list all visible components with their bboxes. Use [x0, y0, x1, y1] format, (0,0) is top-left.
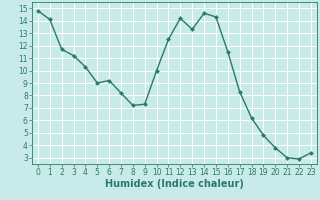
X-axis label: Humidex (Indice chaleur): Humidex (Indice chaleur) [105, 179, 244, 189]
